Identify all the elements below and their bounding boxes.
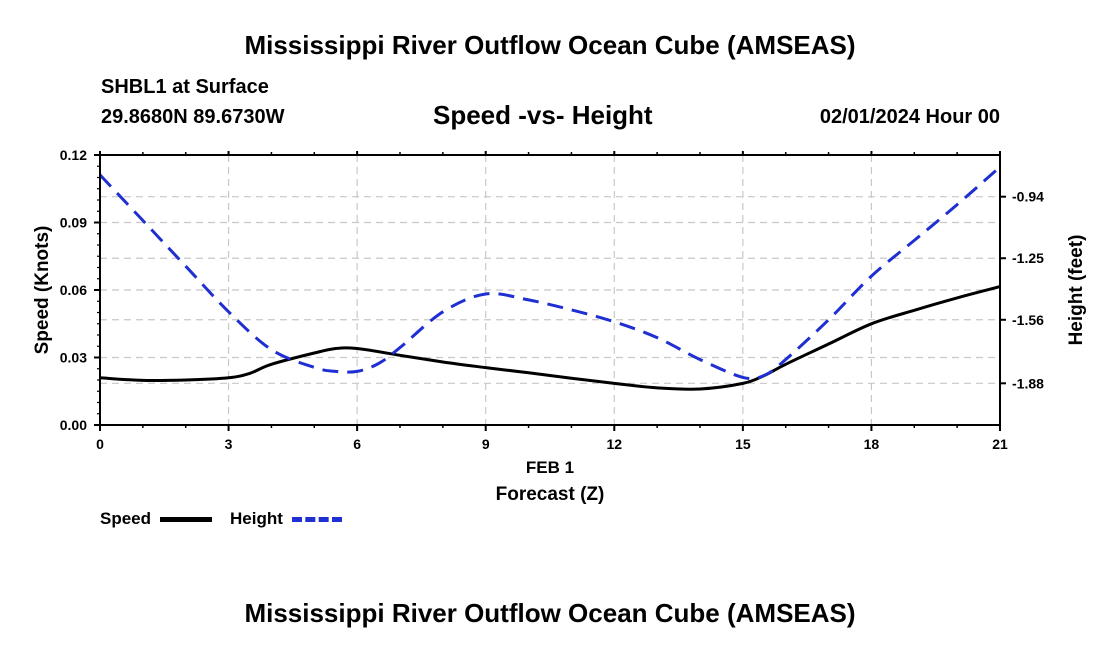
legend-height-label: Height [230,509,283,528]
y-right-tick-label: -1.25 [1012,250,1044,266]
y-tick-label: 0.06 [60,282,87,298]
main-title: Mississippi River Outflow Ocean Cube (AM… [244,30,856,60]
footer-title: Mississippi River Outflow Ocean Cube (AM… [244,598,856,628]
y-right-tick-label: -1.88 [1012,375,1044,391]
y-tick-label: 0.00 [60,417,87,433]
y-axis-label: Speed (Knots) [32,226,53,355]
x-tick-label: 12 [606,436,622,452]
legend-height-swatch [292,517,342,522]
y-tick-label: 0.09 [60,215,87,231]
y-tick-label: 0.12 [60,147,87,163]
legend-speed-swatch [160,517,212,522]
x-tick-label: 21 [992,436,1008,452]
series-lines [98,165,1001,391]
y-tick-label: 0.03 [60,350,87,366]
series-line-height [98,165,1001,381]
y-axis-right-label: Height (feet) [1066,235,1087,346]
x-tick-label: 6 [353,436,361,452]
series-line-speed [99,285,1001,391]
y-right-tick-label: -1.56 [1012,312,1044,328]
x-tick-label: 18 [864,436,880,452]
chart-title: Speed -vs- Height [433,100,653,130]
y-right-tick-label: -0.94 [1012,189,1044,205]
x-axis-label: Forecast (Z) [496,484,605,505]
forecast-datetime: 02/01/2024 Hour 00 [819,106,1000,128]
x-tick-label: 0 [96,436,104,452]
grid-lines [100,155,1000,425]
x-tick-label: 9 [482,436,490,452]
x-tick-label: 3 [225,436,233,452]
station-label: SHBL1 at Surface [101,76,269,98]
station-coords: 29.8680N 89.6730W [101,106,285,128]
x-tick-label: 15 [735,436,751,452]
legend-speed-label: Speed [100,509,152,528]
x-axis-date-label: FEB 1 [526,458,574,477]
axis-ticks: 0 3 6 9 12 15 18 21 0.00 0.03 0.06 0.09 0.12 -0.94 -1.… [60,147,1044,452]
